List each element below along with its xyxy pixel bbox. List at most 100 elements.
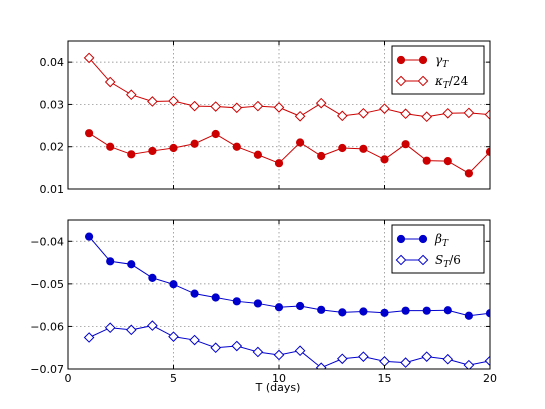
data-point: [422, 306, 431, 315]
data-point: [127, 150, 136, 159]
data-point: [317, 151, 326, 161]
data-point: [252, 100, 264, 112]
data-point: [83, 332, 95, 343]
data-point: [422, 156, 431, 165]
legend-box: [391, 45, 485, 95]
y-tick-label: 0.01: [40, 183, 65, 196]
data-point: [484, 109, 490, 120]
data-point: [168, 331, 179, 342]
legend: γT κT/24: [391, 45, 485, 95]
data-point: [359, 307, 368, 316]
data-point: [442, 353, 454, 365]
data-point: [125, 89, 137, 101]
data-point: [127, 260, 136, 269]
data-point: [338, 143, 347, 153]
data-point: [359, 144, 368, 153]
data-point: [464, 169, 473, 178]
data-point: [85, 129, 94, 138]
y-tick-label: −0.07: [30, 363, 64, 376]
data-point: [83, 52, 95, 64]
data-point: [463, 359, 475, 369]
data-point: [336, 110, 348, 122]
x-tick-label: 10: [272, 372, 286, 385]
data-point: [443, 156, 452, 166]
data-point: [211, 129, 220, 139]
data-point: [400, 108, 411, 120]
data-point: [104, 322, 116, 334]
data-point: [106, 142, 115, 151]
data-point: [211, 293, 220, 302]
data-point: [104, 76, 116, 88]
bottom-panel: 0 5 10 15 20 −0.07 −0.06 −0.05 −0.04 βT ST/6: [30, 219, 497, 385]
data-point: [294, 110, 306, 122]
y-tick-label: −0.05: [30, 278, 64, 291]
data-point: [274, 159, 284, 168]
legend: βT ST/6: [391, 224, 485, 274]
data-point: [210, 342, 222, 354]
data-point: [274, 303, 284, 312]
data-point: [253, 299, 262, 308]
data-point: [315, 97, 327, 109]
data-point: [232, 142, 241, 151]
data-point: [336, 353, 348, 365]
data-point: [358, 351, 369, 362]
data-point: [338, 308, 347, 317]
data-point: [317, 305, 326, 314]
data-point: [464, 311, 473, 320]
data-point: [252, 346, 264, 358]
data-point: [401, 306, 410, 315]
top-panel: 0.01 0.02 0.03 0.04 γT κT/24: [40, 40, 491, 196]
data-point: [210, 101, 222, 112]
data-point: [190, 289, 199, 298]
legend-marker: [418, 234, 428, 244]
data-point: [231, 102, 243, 114]
legend-label: ST/6: [435, 253, 461, 270]
x-tick-label: 20: [483, 372, 497, 385]
data-point: [379, 356, 390, 367]
data-point: [273, 102, 285, 113]
data-point: [85, 232, 94, 241]
data-point: [294, 345, 306, 357]
data-point: [273, 349, 285, 361]
legend-label: βT: [434, 232, 449, 249]
data-point: [358, 108, 369, 119]
data-point: [296, 138, 305, 147]
data-point: [148, 273, 157, 282]
data-point: [380, 155, 389, 164]
data-point: [443, 306, 452, 315]
data-point: [232, 297, 241, 306]
data-point: [421, 111, 433, 122]
data-point: [148, 146, 157, 156]
legend-label: γT: [435, 53, 449, 70]
data-point: [401, 140, 410, 149]
data-point: [400, 357, 411, 368]
data-point: [442, 108, 454, 119]
legend-marker: [395, 75, 407, 87]
data-point: [379, 103, 390, 114]
y-tick-label: −0.04: [30, 235, 64, 248]
y-tick-label: −0.06: [30, 320, 64, 333]
y-tick-label: 0.02: [40, 141, 65, 154]
data-point: [253, 150, 262, 159]
legend-marker: [418, 55, 428, 65]
legend-label: κT/24: [434, 74, 469, 91]
data-point: [189, 334, 200, 346]
data-point: [190, 139, 199, 148]
y-tick-label: 0.04: [40, 56, 65, 69]
data-point: [169, 280, 178, 289]
x-tick-label: 15: [378, 372, 392, 385]
legend-marker: [395, 254, 407, 266]
data-point: [168, 95, 179, 107]
legend-marker: [396, 55, 406, 65]
data-point: [463, 107, 475, 119]
legend-marker: [417, 254, 429, 266]
legend-box: [391, 224, 485, 274]
series-line: [88, 325, 490, 369]
data-point: [296, 301, 305, 311]
data-point: [315, 362, 327, 369]
data-point: [147, 320, 158, 331]
data-point: [147, 96, 158, 107]
y-tick-label: 0.03: [40, 98, 65, 111]
x-tick-label: 0: [65, 372, 72, 385]
data-point: [106, 257, 115, 266]
